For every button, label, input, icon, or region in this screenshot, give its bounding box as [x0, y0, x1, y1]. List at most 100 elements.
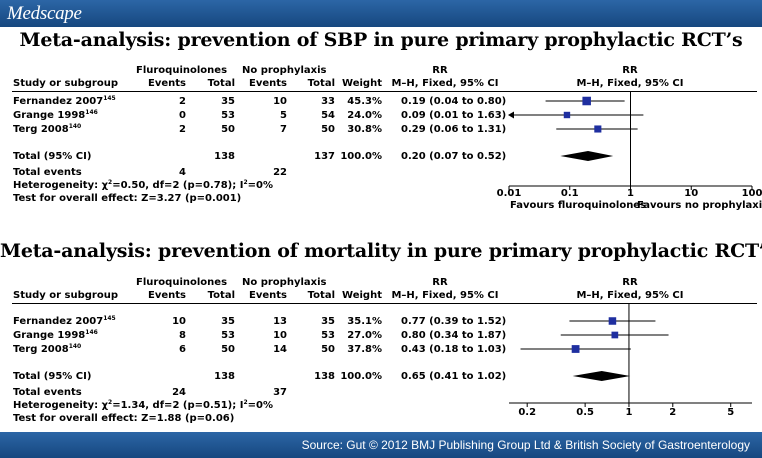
- p2-row2-e1: 8: [179, 330, 186, 341]
- p2-weight-header: Weight: [342, 290, 382, 301]
- p1-study-square: [582, 96, 591, 106]
- p1-total1-header: Total: [207, 78, 235, 89]
- medscape-logo: Medscape: [7, 3, 82, 24]
- footer-bar: Source: Gut © 2012 BMJ Publishing Group …: [0, 432, 762, 458]
- p2-row1-rr: 0.77 (0.39 to 1.52): [401, 316, 507, 327]
- p2-group1-header: Fluroquinolones: [136, 277, 228, 288]
- p1-row2-rr: 0.09 (0.01 to 1.63): [401, 110, 507, 121]
- p1-study-header: Study or subgroup: [13, 78, 119, 89]
- p2-row2-t1: 53: [221, 330, 235, 341]
- p1-row1-weight: 45.3%: [347, 96, 382, 107]
- p1-header-rule: [12, 91, 757, 92]
- p2-row3-e2: 14: [273, 344, 287, 355]
- p2-total-events-e2: 37: [273, 387, 287, 398]
- p1-group2-header: No prophylaxis: [242, 65, 327, 76]
- p1-row1-e1: 2: [179, 96, 186, 107]
- p2-row1-t2: 35: [321, 316, 335, 327]
- p2-total-events-e1: 24: [172, 387, 186, 398]
- p2-row2-study: Grange 1998146: [13, 329, 98, 342]
- p1-study-square: [563, 111, 571, 119]
- p2-plot-rr-header: RR: [622, 277, 638, 288]
- p1-total-t2: 137: [314, 151, 335, 162]
- p2-x-tick-label: 2: [669, 407, 676, 418]
- p2-row1-e1: 10: [172, 316, 186, 327]
- p1-row3-rr: 0.29 (0.06 to 1.31): [401, 124, 507, 135]
- p2-row3-e1: 6: [179, 344, 186, 355]
- p1-row1-rr: 0.19 (0.04 to 0.80): [401, 96, 507, 107]
- p1-heterogeneity: Heterogeneity: χ2=0.50, df=2 (p=0.78); I…: [13, 179, 273, 192]
- p1-method-header: M–H, Fixed, 95% CI: [391, 78, 499, 89]
- p2-row1-weight: 35.1%: [347, 316, 382, 327]
- p1-total-weight: 100.0%: [340, 151, 382, 162]
- p1-rr-header: RR: [432, 65, 448, 76]
- p2-study-square: [571, 345, 580, 353]
- p2-x-tick-label: 0.2: [518, 407, 536, 418]
- p1-row2-study: Grange 1998146: [13, 109, 98, 122]
- p2-method-header: M–H, Fixed, 95% CI: [391, 290, 499, 301]
- source-caption: Source: Gut © 2012 BMJ Publishing Group …: [301, 438, 750, 452]
- header-bar: Medscape: [0, 0, 762, 27]
- p1-total-events-label: Total events: [13, 167, 82, 178]
- p1-row3-study: Terg 2008140: [13, 123, 82, 136]
- p1-plot-method-header: M–H, Fixed, 95% CI: [576, 78, 684, 89]
- p1-weight-header: Weight: [342, 78, 382, 89]
- p1-row3-t1: 50: [221, 124, 235, 135]
- p1-favours-left: Favours fluroquinolones: [510, 200, 647, 211]
- p1-study-square: [594, 125, 602, 133]
- p2-total-label: Total (95% CI): [13, 371, 92, 382]
- p2-row3-rr: 0.43 (0.18 to 1.03): [401, 344, 507, 355]
- p2-total-t2: 138: [314, 371, 335, 382]
- p2-rr-header: RR: [432, 277, 448, 288]
- p2-header-rule: [12, 303, 757, 304]
- p2-study-header: Study or subgroup: [13, 290, 119, 301]
- p1-x-tick-label: 100: [742, 188, 762, 199]
- p1-row2-weight: 24.0%: [347, 110, 382, 121]
- p2-row3-weight: 37.8%: [347, 344, 382, 355]
- p1-row1-study: Fernandez 2007145: [13, 95, 116, 108]
- p1-row3-e1: 2: [179, 124, 186, 135]
- p2-overall-effect: Test for overall effect: Z=1.88 (p=0.06): [13, 413, 235, 424]
- p1-row3-e2: 7: [280, 124, 287, 135]
- p1-events2-header: Events: [249, 78, 287, 89]
- p1-row3-weight: 30.8%: [347, 124, 382, 135]
- p2-row1-e2: 13: [273, 316, 287, 327]
- p2-row3-study: Terg 2008140: [13, 343, 82, 356]
- p1-total2-header: Total: [307, 78, 335, 89]
- p2-row2-t2: 53: [321, 330, 335, 341]
- p2-heterogeneity: Heterogeneity: χ2=1.34, df=2 (p=0.51); I…: [13, 399, 273, 412]
- p2-total-t1: 138: [214, 371, 235, 382]
- panel-2-title: Meta-analysis: prevention of mortality i…: [0, 240, 762, 262]
- p1-row2-t1: 53: [221, 110, 235, 121]
- p2-total-weight: 100.0%: [340, 371, 382, 382]
- p2-events1-header: Events: [148, 290, 186, 301]
- p1-x-tick-label: 1: [627, 188, 634, 199]
- p1-total-t1: 138: [214, 151, 235, 162]
- p2-pooled-diamond: [572, 371, 631, 381]
- p1-row2-e2: 5: [280, 110, 287, 121]
- p1-row1-t1: 35: [221, 96, 235, 107]
- p1-total-rr: 0.20 (0.07 to 0.52): [401, 151, 507, 162]
- panel-1-title: Meta-analysis: prevention of SBP in pure…: [19, 29, 743, 51]
- p1-row3-t2: 50: [321, 124, 335, 135]
- p2-x-tick-label: 5: [727, 407, 734, 418]
- p2-row1-t1: 35: [221, 316, 235, 327]
- p1-row2-e1: 0: [179, 110, 186, 121]
- p2-study-square: [608, 317, 617, 325]
- p1-total-events-e1: 4: [179, 167, 186, 178]
- p2-row2-e2: 10: [273, 330, 287, 341]
- p1-total-label: Total (95% CI): [13, 151, 92, 162]
- p1-ci-arrow: [508, 111, 514, 119]
- p1-row1-e2: 10: [273, 96, 287, 107]
- p2-total-events-label: Total events: [13, 387, 82, 398]
- p2-x-tick-label: 1: [625, 407, 632, 418]
- p2-row2-rr: 0.80 (0.34 to 1.87): [401, 330, 507, 341]
- p2-total2-header: Total: [307, 290, 335, 301]
- p1-overall-effect: Test for overall effect: Z=3.27 (p=0.001…: [13, 193, 242, 204]
- p1-x-tick-label: 10: [684, 188, 698, 199]
- p1-x-tick-label: 0.1: [561, 188, 579, 199]
- p2-total-rr: 0.65 (0.41 to 1.02): [401, 371, 507, 382]
- p1-favours-right: Favours no prophylaxis: [637, 200, 762, 211]
- p2-plot-method-header: M–H, Fixed, 95% CI: [576, 290, 684, 301]
- p2-x-tick-label: 0.5: [576, 407, 594, 418]
